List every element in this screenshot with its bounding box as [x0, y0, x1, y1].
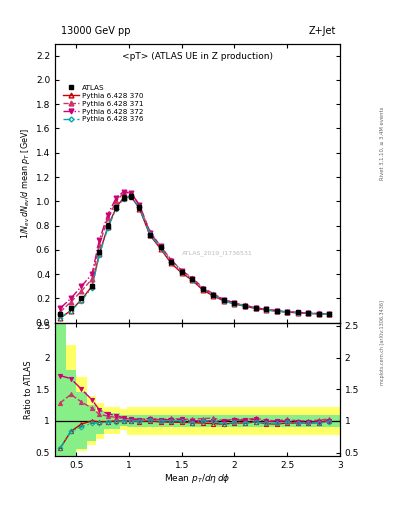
Y-axis label: Ratio to ATLAS: Ratio to ATLAS: [24, 360, 33, 418]
Text: 13000 GeV pp: 13000 GeV pp: [61, 26, 130, 36]
Text: Rivet 3.1.10, ≥ 3.4M events: Rivet 3.1.10, ≥ 3.4M events: [380, 106, 385, 180]
Text: Z+Jet: Z+Jet: [309, 26, 336, 36]
Y-axis label: $1/N_{ev}\,dN_{ev}/d$ mean $p_T$ [GeV]: $1/N_{ev}\,dN_{ev}/d$ mean $p_T$ [GeV]: [18, 127, 31, 239]
Text: mcplots.cern.ch [arXiv:1306.3436]: mcplots.cern.ch [arXiv:1306.3436]: [380, 301, 385, 386]
Text: <pT> (ATLAS UE in Z production): <pT> (ATLAS UE in Z production): [122, 52, 273, 61]
X-axis label: Mean $p_T/d\eta\,d\phi$: Mean $p_T/d\eta\,d\phi$: [164, 472, 231, 485]
Text: ATLAS_2019_I1736531: ATLAS_2019_I1736531: [182, 250, 253, 256]
Legend: ATLAS, Pythia 6.428 370, Pythia 6.428 371, Pythia 6.428 372, Pythia 6.428 376: ATLAS, Pythia 6.428 370, Pythia 6.428 37…: [61, 83, 145, 124]
